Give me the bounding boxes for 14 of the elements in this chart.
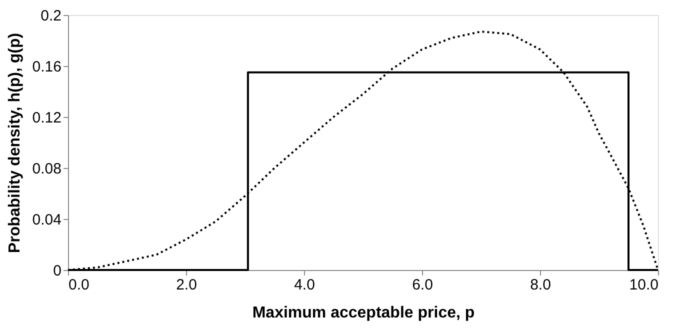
y-tick-label: 0.08 — [32, 160, 62, 178]
y-tick-label: 0.12 — [32, 110, 62, 126]
x-tick-label: 8.0 — [530, 276, 551, 294]
x-axis-title: Maximum acceptable price, p — [252, 304, 475, 322]
x-tick-label: 2.0 — [176, 276, 197, 294]
x-tick-label: 10.0 — [629, 276, 658, 294]
x-tick-label: 0.0 — [68, 276, 90, 294]
y-axis-title: Probability density, h(p), g(p) — [6, 32, 24, 254]
y-tick-label: 0.16 — [32, 58, 62, 76]
y-tick-label: 0 — [53, 262, 62, 280]
y-tick-label: 0.04 — [32, 212, 62, 228]
x-tick-label: 4.0 — [294, 276, 315, 294]
y-tick-label: 0.2 — [40, 8, 62, 24]
x-tick-label: 6.0 — [412, 276, 433, 294]
